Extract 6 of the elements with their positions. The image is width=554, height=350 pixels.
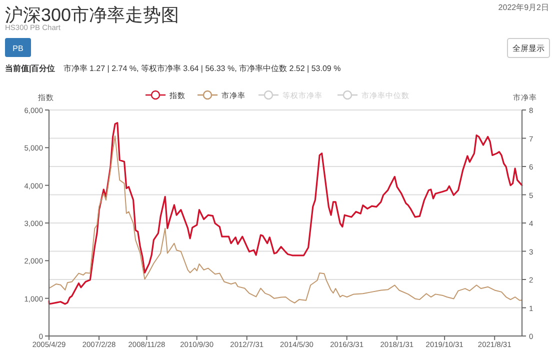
text: 全屏显示 [512,44,544,53]
text: 2022年9月2日 [498,3,549,12]
text: PB [12,44,24,53]
text: 当前值|百分位 [5,64,56,73]
text: 市净率 1.27 | 2.74 %, 等权市净率 3.64 | 56.33 %, 市净率中位数 2.52 | 53.09 % [63,64,341,73]
chart-title: 沪深300市净率走势图 [5,5,180,25]
